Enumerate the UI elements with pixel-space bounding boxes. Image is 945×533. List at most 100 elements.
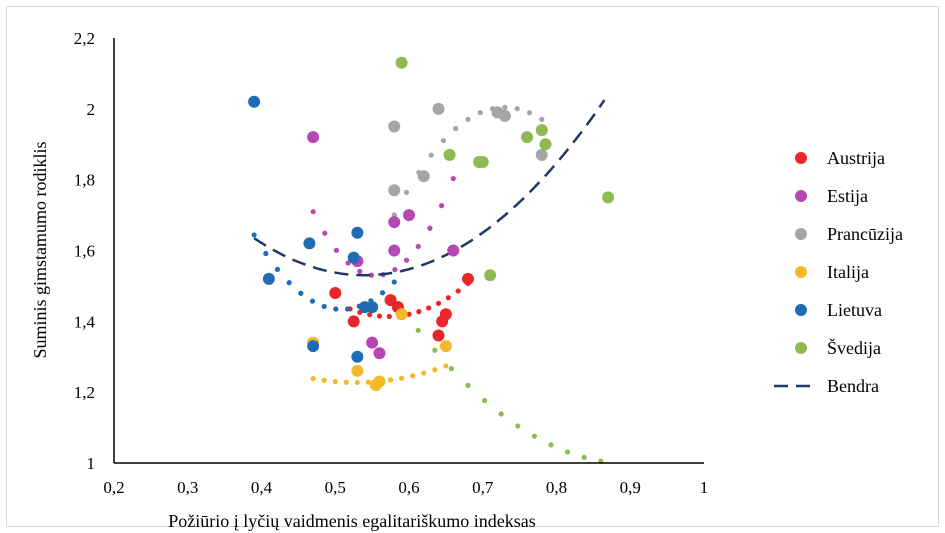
trendline-dot-svedija <box>448 366 455 372</box>
trendline-dot-lietuva <box>391 279 397 285</box>
y-axis-title: Suminis gimstamumo rodiklis <box>30 141 50 358</box>
trendline-dot-lietuva <box>298 290 304 296</box>
trendline-dot-lietuva <box>286 280 292 286</box>
point-prancuzija <box>498 109 511 122</box>
y-tick-label: 2 <box>87 100 96 119</box>
overall-trendline <box>253 99 606 277</box>
trendline-dot-svedija <box>548 442 554 448</box>
trendline-dot-prancuzija <box>403 189 410 195</box>
x-axis-title: Požiūrio į lyčių vaidmenis egalitariškum… <box>168 511 535 531</box>
trendline-dot-italija <box>310 376 316 382</box>
x-tick-label: 0,7 <box>472 478 494 497</box>
trendline-dot-italija <box>443 363 449 369</box>
trendline-dot-lietuva <box>333 306 339 312</box>
point-italija <box>373 375 386 388</box>
trendline-dot-italija <box>387 377 394 383</box>
point-lietuva <box>248 95 261 108</box>
trendline-dot-svedija <box>415 327 421 333</box>
point-prancuzija <box>388 120 401 133</box>
axis-layer <box>113 38 704 464</box>
point-austrija <box>439 308 452 321</box>
point-prancuzija <box>417 170 430 183</box>
trendline-dot-prancuzija <box>502 104 508 110</box>
x-tick-label: 0,6 <box>398 478 419 497</box>
x-tick-label: 0,3 <box>177 478 198 497</box>
point-svedija <box>443 148 456 161</box>
trendline-dot-prancuzija <box>539 116 545 122</box>
trendline-dot-estija <box>310 209 316 215</box>
trendline-dot-prancuzija <box>453 126 459 132</box>
legend-marker-lietuva <box>795 304 807 316</box>
legend-marker-italija <box>795 266 807 278</box>
trendline-dot-italija <box>432 367 438 373</box>
x-tick-label: 0,2 <box>103 478 124 497</box>
point-estija <box>373 347 386 360</box>
trendline-dot-lietuva <box>379 290 386 296</box>
point-estija <box>388 216 401 229</box>
legend-label-italija: Italija <box>827 262 869 282</box>
trendline-dot-lietuva <box>251 232 257 238</box>
point-lietuva <box>307 340 320 353</box>
y-tick-label: 1 <box>87 454 96 473</box>
point-estija <box>403 209 415 222</box>
trendline-dot-svedija <box>432 347 438 353</box>
point-svedija <box>602 191 615 204</box>
trendline-dot-italija <box>410 373 416 379</box>
chart-frame <box>6 6 939 527</box>
point-lietuva <box>351 350 364 363</box>
legend-label-prancuzija: Prancūzija <box>827 224 903 244</box>
trendline-dot-svedija <box>581 454 587 460</box>
trendline-dot-austrija <box>386 313 392 320</box>
trendline-dot-estija <box>333 247 340 253</box>
point-prancuzija <box>535 148 548 161</box>
trendline-dot-lietuva <box>263 250 269 257</box>
point-austrija <box>347 315 360 328</box>
trendline-dot-austrija <box>455 288 461 294</box>
trendline-dot-austrija <box>416 309 422 315</box>
y-tick-label: 1,2 <box>74 383 95 402</box>
trendline-dot-lietuva <box>309 298 316 304</box>
point-prancuzija <box>388 184 401 197</box>
legend: Austrija Estija Prancūzija Italija Lietuva Šv… <box>774 148 903 396</box>
trendline-dot-prancuzija <box>440 137 447 144</box>
trendline-dot-estija <box>368 272 375 278</box>
trendline-dot-prancuzija <box>526 110 533 116</box>
x-tick-label: 0,4 <box>251 478 273 497</box>
y-tick-label: 2,2 <box>74 29 95 48</box>
trendline-dot-estija <box>450 175 456 182</box>
trendline-dot-italija <box>354 379 360 386</box>
point-svedija <box>539 138 552 151</box>
point-italija <box>351 364 364 377</box>
trendline-dot-italija <box>321 377 327 383</box>
legend-label-bendra: Bendra <box>827 376 879 396</box>
legend-marker-prancuzija <box>795 228 807 240</box>
point-svedija <box>521 131 533 144</box>
point-austrija <box>432 329 445 342</box>
y-tick-label: 1,6 <box>74 242 95 261</box>
point-estija <box>307 131 320 144</box>
y-tick-label: 1,8 <box>74 171 95 190</box>
trendline-dot-austrija <box>445 295 451 301</box>
trendline-dot-prancuzija <box>477 110 483 116</box>
trendline-dot-austrija <box>376 313 383 319</box>
legend-marker-austrija <box>795 152 807 164</box>
trendline-dot-prancuzija <box>391 212 397 218</box>
trendline-dot-svedija <box>531 433 537 439</box>
trendline-dot-italija <box>421 370 427 376</box>
point-prancuzija <box>432 102 445 115</box>
point-estija <box>366 336 379 349</box>
trendline-dot-svedija <box>498 411 504 417</box>
point-austrija <box>462 272 474 285</box>
point-lietuva <box>351 226 364 239</box>
point-lietuva <box>262 272 275 285</box>
legend-marker-estija <box>795 190 807 202</box>
point-svedija <box>535 124 548 137</box>
point-svedija <box>484 269 497 282</box>
trendline-dot-estija <box>427 225 433 231</box>
trendline-dot-austrija <box>406 311 412 317</box>
legend-label-austrija: Austrija <box>827 148 885 168</box>
tick-layer: 0,2 0,3 0,4 0,5 0,6 0,7 0,8 0,9 1 1 1,2 1,4 1,6 1,8 2 2… <box>74 29 709 497</box>
trendline-dot-italija <box>332 378 338 385</box>
point-lietuva <box>366 301 379 314</box>
